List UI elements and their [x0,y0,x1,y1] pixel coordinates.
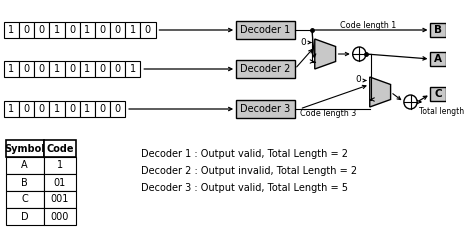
Text: Code length 3: Code length 3 [300,110,356,118]
Bar [95,22,110,38]
Bar [6,157,44,174]
Text: 0: 0 [39,64,45,74]
Text: Decoder 2 : Output invalid, Total Length = 2: Decoder 2 : Output invalid, Total Length… [141,166,357,176]
Text: A: A [22,161,28,171]
Text: 0: 0 [99,64,106,74]
Text: D: D [21,211,29,222]
Text: 000: 000 [51,211,69,222]
Text: 01: 01 [53,177,66,187]
Text: 001: 001 [51,195,69,205]
Text: Decoder 3: Decoder 3 [240,104,291,114]
Bar [80,22,95,38]
Text: 1: 1 [54,64,60,74]
Text: 0: 0 [39,104,45,114]
Bar [34,22,49,38]
Polygon shape [315,39,336,69]
Bar [95,61,110,77]
Text: Decoder 3 : Output valid, Total Length = 5: Decoder 3 : Output valid, Total Length =… [141,183,348,193]
Bar [236,21,295,39]
Bar [19,61,34,77]
Bar [19,101,34,117]
Text: 0: 0 [145,25,151,35]
Bar [49,61,65,77]
Text: Total length: Total length [419,108,464,116]
Bar [125,61,140,77]
Bar [65,22,80,38]
Text: Symbol: Symbol [4,143,45,153]
Text: C: C [21,195,28,205]
Text: 1: 1 [130,25,136,35]
Text: B: B [21,177,28,187]
Text: 1: 1 [8,25,15,35]
Bar [140,22,156,38]
Bar [95,101,110,117]
Bar [65,101,80,117]
Text: 0: 0 [69,104,75,114]
Bar [44,208,76,225]
Text: 0: 0 [301,38,306,47]
Text: 0: 0 [99,25,106,35]
Text: 0: 0 [114,25,121,35]
Bar [110,61,125,77]
Bar [49,22,65,38]
Text: 1: 1 [54,104,60,114]
Bar [34,61,49,77]
Text: C: C [434,89,442,99]
Polygon shape [370,77,391,107]
Text: 1: 1 [8,104,15,114]
Bar [431,52,446,66]
Bar [4,22,19,38]
Bar [431,23,446,37]
Text: 0: 0 [99,104,106,114]
Bar [110,22,125,38]
Text: 1: 1 [8,64,15,74]
Bar [49,101,65,117]
Text: Decoder 2: Decoder 2 [240,64,291,74]
Text: Code length 1: Code length 1 [340,20,397,29]
Bar [6,191,44,208]
Text: 1: 1 [84,64,91,74]
Text: Decoder 1 : Output valid, Total Length = 2: Decoder 1 : Output valid, Total Length =… [141,149,348,159]
Text: A: A [434,54,442,64]
Text: 1: 1 [54,25,60,35]
Text: 0: 0 [356,75,361,84]
Bar [431,87,446,101]
Bar [6,208,44,225]
Bar [44,140,76,157]
Bar [4,101,19,117]
Text: 1: 1 [84,25,91,35]
Bar [236,60,295,78]
Text: 0: 0 [23,64,30,74]
Bar [110,101,125,117]
Bar [34,101,49,117]
Text: 0: 0 [39,25,45,35]
Text: 0: 0 [114,104,121,114]
Bar [44,157,76,174]
Bar [65,61,80,77]
Bar [236,100,295,118]
Bar [19,22,34,38]
Bar [80,61,95,77]
Text: B: B [434,25,442,35]
Text: 0: 0 [23,25,30,35]
Bar [80,101,95,117]
Bar [44,174,76,191]
Text: Decoder 1: Decoder 1 [240,25,291,35]
Bar [4,61,19,77]
Bar [6,140,44,157]
Text: 0: 0 [69,64,75,74]
Text: Code: Code [46,143,74,153]
Text: 1: 1 [130,64,136,74]
Bar [44,191,76,208]
Text: 0: 0 [69,25,75,35]
Bar [6,174,44,191]
Text: 0: 0 [114,64,121,74]
Text: 1: 1 [57,161,63,171]
Bar [125,22,140,38]
Text: 0: 0 [23,104,30,114]
Text: 1: 1 [84,104,91,114]
